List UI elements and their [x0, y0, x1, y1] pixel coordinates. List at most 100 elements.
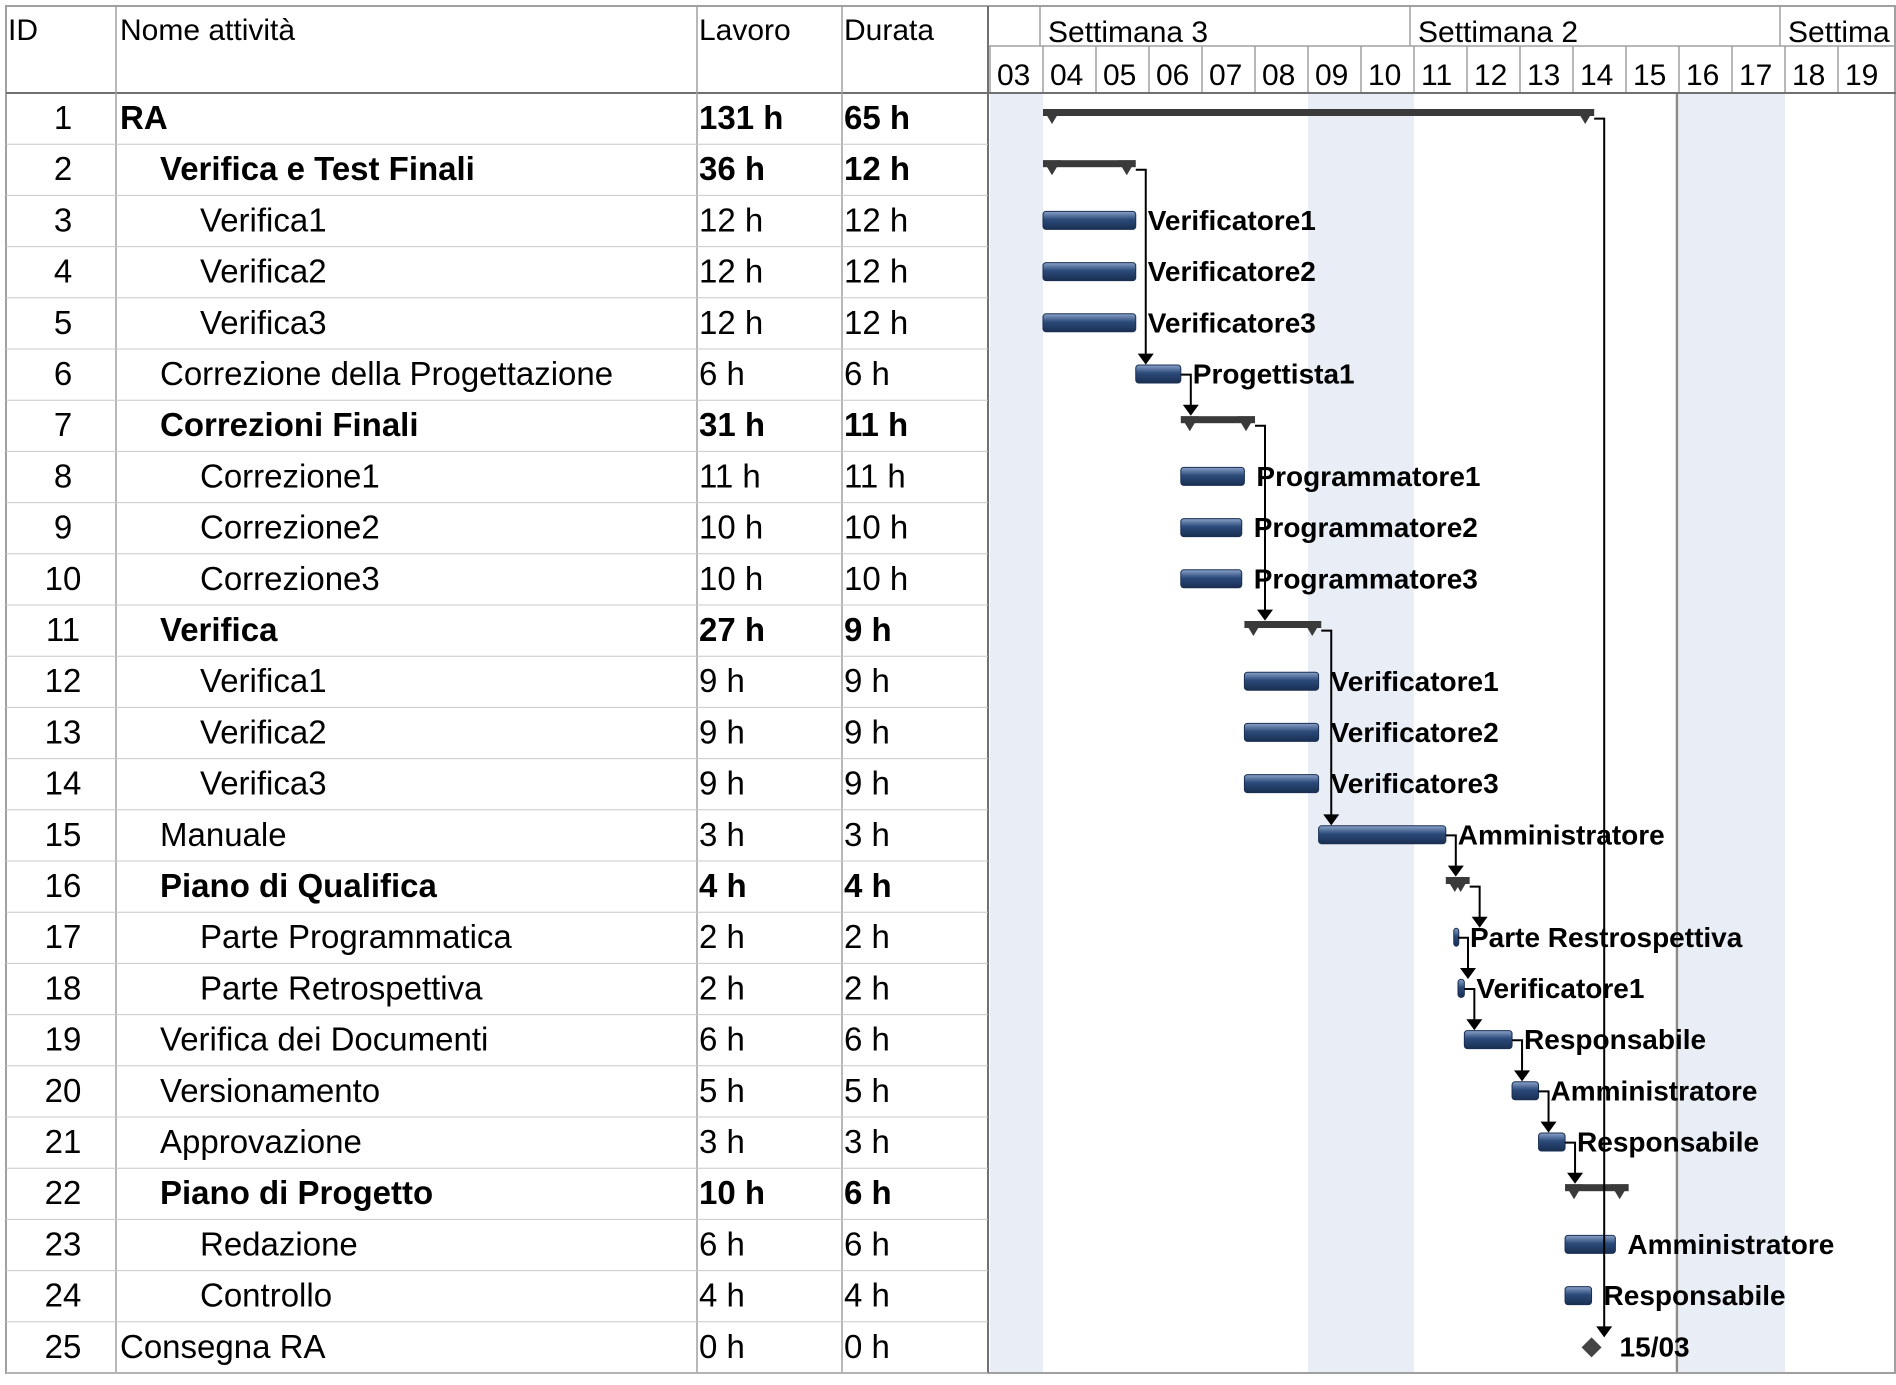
day-header: 07 [1209, 59, 1242, 92]
resource-label: 15/03 [1620, 1331, 1690, 1362]
weekend-shade [990, 93, 1043, 1373]
task-work: 131 h [699, 99, 783, 136]
task-duration: 5 h [844, 1072, 890, 1109]
col-header-id[interactable]: ID [8, 14, 38, 47]
table-row[interactable]: 19 Verifica dei Documenti 6 h 6 h [6, 1021, 988, 1067]
task-duration: 11 h [844, 406, 908, 443]
table-row[interactable]: 7 Correzioni Finali 31 h 11 h [6, 406, 988, 452]
table-row[interactable]: 17 Parte Programmatica 2 h 2 h [6, 918, 988, 964]
summary-bar[interactable] [1043, 109, 1595, 116]
table-row[interactable]: 23 Redazione 6 h 6 h [6, 1225, 988, 1272]
task-duration: 3 h [844, 1123, 890, 1160]
task-bar[interactable] [1243, 671, 1320, 691]
task-name: Correzione3 [200, 560, 380, 597]
resource-label: Progettista1 [1193, 359, 1355, 390]
resource-label: Responsabile [1524, 1024, 1706, 1055]
table-row[interactable]: 10 Correzione3 10 h 10 h [6, 560, 988, 606]
table-row[interactable]: 20 Versionamento 5 h 5 h [6, 1072, 988, 1118]
task-bar[interactable] [1042, 262, 1137, 282]
day-header: 17 [1739, 59, 1772, 92]
task-work: 10 h [699, 509, 763, 546]
table-row[interactable]: 5 Verifica3 12 h 12 h [6, 304, 988, 350]
task-duration: 6 h [844, 1174, 892, 1211]
day-header: 12 [1474, 59, 1507, 92]
table-row[interactable]: 15 Manuale 3 h 3 h [6, 816, 988, 862]
table-row[interactable]: 9 Correzione2 10 h 10 h [6, 509, 988, 555]
task-name: Parte Retrospettiva [200, 969, 483, 1006]
task-bar[interactable] [1243, 722, 1320, 742]
link-arrow [1459, 968, 1476, 979]
task-bar[interactable] [1457, 978, 1465, 998]
milestone-diamond[interactable] [1581, 1337, 1602, 1358]
task-name: Verifica dei Documenti [160, 1021, 488, 1058]
dependency-link [1457, 936, 1469, 969]
task-bar[interactable] [1180, 466, 1245, 486]
table-row[interactable]: 21 Approvazione 3 h 3 h [6, 1123, 988, 1169]
task-duration: 9 h [844, 611, 892, 648]
table-row[interactable]: 14 Verifica3 9 h 9 h [6, 765, 988, 811]
task-duration: 0 h [844, 1328, 890, 1365]
task-bar[interactable] [1180, 518, 1243, 538]
task-id: 13 [45, 713, 82, 750]
summary-bar[interactable] [1244, 621, 1322, 628]
col-header-work[interactable]: Lavoro [699, 14, 791, 47]
day-header: 05 [1103, 59, 1136, 92]
task-bar[interactable] [1318, 825, 1447, 845]
link-arrow [1466, 1019, 1483, 1031]
task-bar[interactable] [1180, 569, 1243, 589]
table-row[interactable]: 22 Piano di Progetto 10 h 6 h [6, 1174, 988, 1220]
table-row[interactable]: 4 Verifica2 12 h 12 h [6, 253, 988, 299]
task-bar[interactable] [1042, 210, 1137, 230]
task-bar[interactable] [1538, 1132, 1566, 1152]
task-work: 10 h [699, 1174, 765, 1211]
task-id: 11 [46, 611, 80, 648]
link-arrow [1137, 353, 1154, 365]
task-id: 20 [45, 1072, 82, 1109]
day-header: 14 [1580, 59, 1613, 92]
task-bar[interactable] [1564, 1234, 1616, 1254]
table-row[interactable]: 8 Correzione1 11 h 11 h [6, 457, 988, 504]
table-row[interactable]: 24 Controllo 4 h 4 h [6, 1277, 988, 1323]
task-bar[interactable] [1243, 774, 1320, 794]
table-row[interactable]: 11 Verifica 27 h 9 h [6, 611, 988, 657]
summary-cap [1303, 621, 1322, 636]
table-row[interactable]: 1 RA 131 h 65 h [6, 99, 988, 145]
dependency-link [1464, 988, 1476, 1021]
weekend-shade [1732, 93, 1785, 1373]
task-name: Verifica3 [200, 765, 327, 802]
day-header: 08 [1262, 59, 1295, 92]
task-bar[interactable] [1135, 364, 1182, 384]
table-row[interactable]: 12 Verifica1 9 h 9 h [6, 662, 988, 708]
task-duration: 9 h [844, 765, 890, 802]
col-header-name[interactable]: Nome attività [120, 14, 295, 47]
task-id: 10 [45, 560, 82, 597]
table-row[interactable]: 13 Verifica2 9 h 9 h [6, 713, 988, 760]
task-bar[interactable] [1463, 1030, 1513, 1050]
table-row[interactable]: 16 Piano di Qualifica 4 h 4 h [6, 867, 988, 913]
table-row[interactable]: 25 Consegna RA 0 h 0 h [6, 1328, 988, 1374]
task-duration: 4 h [844, 1277, 890, 1314]
resource-label: Programmatore2 [1254, 512, 1478, 543]
table-row[interactable]: 6 Correzione della Progettazione 6 h 6 h [6, 355, 988, 401]
task-work: 11 h [699, 457, 761, 494]
summary-bar[interactable] [1565, 1184, 1629, 1192]
table-row[interactable]: 2 Verifica e Test Finali 36 h 12 h [6, 150, 988, 196]
task-work: 10 h [699, 560, 763, 597]
table-row[interactable]: 3 Verifica1 12 h 12 h [6, 201, 988, 248]
task-bar[interactable] [1564, 1286, 1593, 1306]
task-bar[interactable] [1511, 1081, 1540, 1101]
task-work: 0 h [699, 1328, 745, 1365]
task-work: 27 h [699, 611, 765, 648]
table-row[interactable]: 18 Parte Retrospettiva 2 h 2 h [6, 969, 988, 1016]
task-work: 4 h [699, 867, 747, 904]
col-header-duration[interactable]: Durata [844, 14, 934, 47]
task-work: 3 h [699, 1123, 745, 1160]
task-name: Verifica3 [200, 304, 327, 341]
summary-bar[interactable] [1043, 160, 1136, 168]
task-id: 12 [45, 662, 82, 699]
resource-label: Verificatore1 [1148, 205, 1316, 236]
task-bar[interactable] [1042, 313, 1137, 333]
summary-bar[interactable] [1180, 416, 1255, 424]
task-duration: 6 h [844, 355, 890, 392]
task-duration: 12 h [844, 253, 908, 290]
